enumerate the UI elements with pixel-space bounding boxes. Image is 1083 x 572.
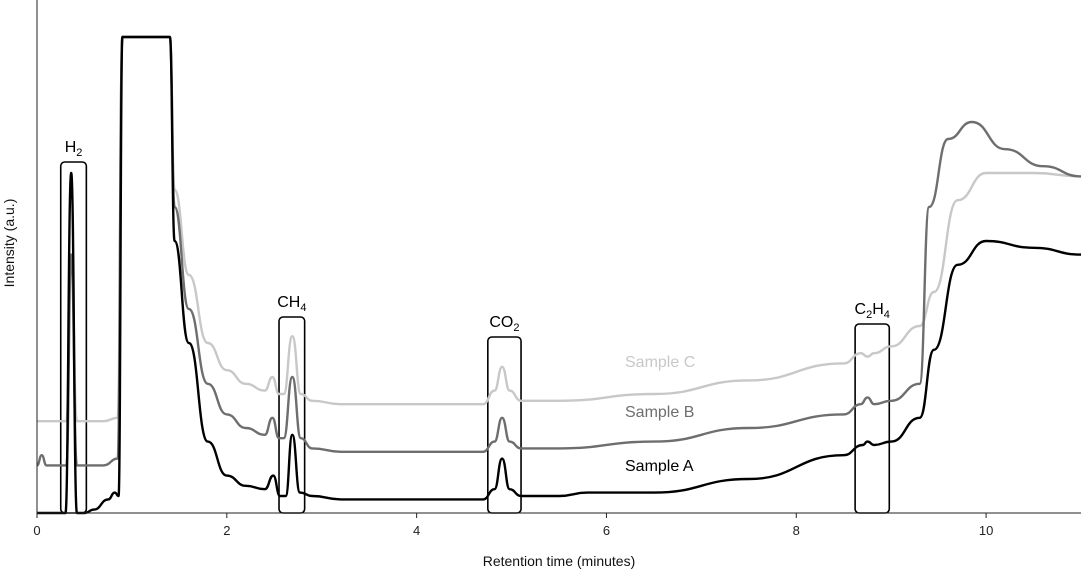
x-tick-label-2: 2 [223,523,230,538]
sample-label-sample-c: Sample C [625,354,695,371]
peak-label-1: CH4 [277,294,306,314]
series-line-sample-b [36,35,1082,467]
x-axis: 0 2 4 6 8 10 [33,512,1081,538]
peak-boxes [59,161,891,514]
peak-label-0: H2 [65,139,83,159]
x-tick-label-4: 4 [413,523,420,538]
peak-labels: H2 CH4 CO2 C2H4 [65,139,890,334]
series-lines [36,35,1082,515]
x-tick-label-6: 6 [603,523,610,538]
peak-box-1 [278,316,306,514]
peak-label-3: C2H4 [855,301,890,321]
series-line-sample-a [37,35,1082,515]
sample-label-sample-b: Sample B [625,404,694,421]
x-axis-title: Retention time (minutes) [483,553,636,569]
sample-labels: Sample C Sample B Sample A [625,354,695,475]
x-tick-label-0: 0 [33,523,40,538]
y-axis-title: Intensity (a.u.) [1,199,17,288]
peak-label-2: CO2 [489,314,519,334]
x-tick-label-10: 10 [979,523,993,538]
series-line-sample-c [37,35,1082,423]
sample-label-sample-a: Sample A [625,458,694,475]
x-tick-label-8: 8 [793,523,800,538]
